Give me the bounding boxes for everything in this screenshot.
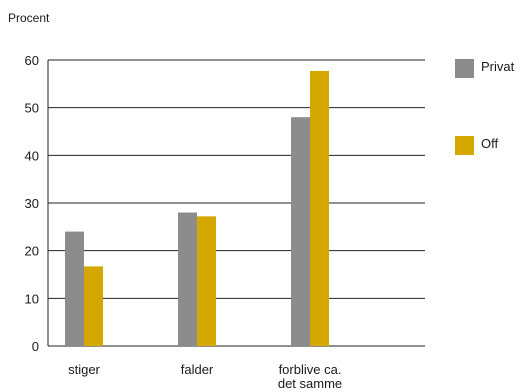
- y-tick-label: 50: [25, 101, 39, 116]
- bars: [65, 70, 329, 347]
- x-category-label-line: falder: [181, 362, 214, 377]
- bar-privat-1: [178, 212, 197, 346]
- legend-swatch-off: [455, 136, 474, 155]
- bar-privat-0: [65, 231, 84, 346]
- x-category-label: forblive ca. det samme: [278, 362, 342, 391]
- bar-off-2: [310, 70, 329, 347]
- y-tick-label: 40: [25, 148, 39, 163]
- x-category-label-line: stiger: [68, 362, 100, 377]
- bar-off-1: [197, 216, 216, 346]
- cropped-title-fragment: [0, 0, 300, 3]
- x-category-label: falder: [181, 362, 214, 377]
- x-category-label: stiger: [68, 362, 100, 377]
- x-category-labels: stiger falder forblive ca. det samme: [68, 362, 342, 391]
- legend-label-off: Off: [481, 136, 498, 151]
- x-category-label-line: det samme: [278, 376, 342, 391]
- y-tick-label: 20: [25, 244, 39, 259]
- bar-privat-2: [291, 117, 310, 346]
- y-tick-label: 30: [25, 196, 39, 211]
- legend-swatch-privat: [455, 59, 474, 78]
- legend-label-privat: Privat: [481, 59, 515, 74]
- y-tick-label: 10: [25, 291, 39, 306]
- legend: Privat Off: [455, 59, 515, 155]
- y-axis-unit-label: Procent: [8, 11, 50, 25]
- y-tick-label: 0: [32, 339, 39, 354]
- y-tick-label: 60: [25, 53, 39, 68]
- gridlines: [47, 59, 425, 347]
- bar-off-0: [84, 266, 103, 346]
- x-category-label-line: forblive ca.: [279, 362, 342, 377]
- y-tick-labels: 0 10 20 30 40 50 60: [25, 53, 39, 354]
